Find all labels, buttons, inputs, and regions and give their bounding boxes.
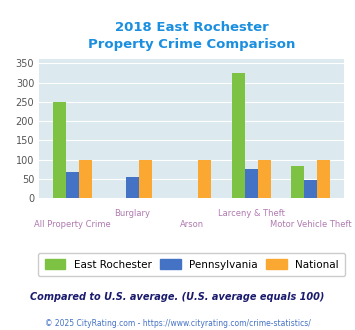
Bar [317, 159, 331, 198]
Bar [245, 169, 258, 198]
Bar [53, 102, 66, 198]
Bar [291, 166, 304, 198]
Bar [231, 73, 245, 198]
Text: Larceny & Theft: Larceny & Theft [218, 209, 285, 218]
Title: 2018 East Rochester
Property Crime Comparison: 2018 East Rochester Property Crime Compa… [88, 21, 295, 51]
Bar [126, 177, 139, 198]
Bar [139, 159, 152, 198]
Text: Arson: Arson [180, 220, 204, 229]
Bar [304, 180, 317, 198]
Bar [258, 159, 271, 198]
Bar [79, 159, 92, 198]
Bar [66, 172, 79, 198]
Text: Motor Vehicle Theft: Motor Vehicle Theft [270, 220, 352, 229]
Text: Compared to U.S. average. (U.S. average equals 100): Compared to U.S. average. (U.S. average … [30, 292, 325, 302]
Text: © 2025 CityRating.com - https://www.cityrating.com/crime-statistics/: © 2025 CityRating.com - https://www.city… [45, 319, 310, 328]
Text: All Property Crime: All Property Crime [34, 220, 111, 229]
Text: Burglary: Burglary [114, 209, 150, 218]
Bar [198, 159, 211, 198]
Legend: East Rochester, Pennsylvania, National: East Rochester, Pennsylvania, National [38, 253, 345, 276]
